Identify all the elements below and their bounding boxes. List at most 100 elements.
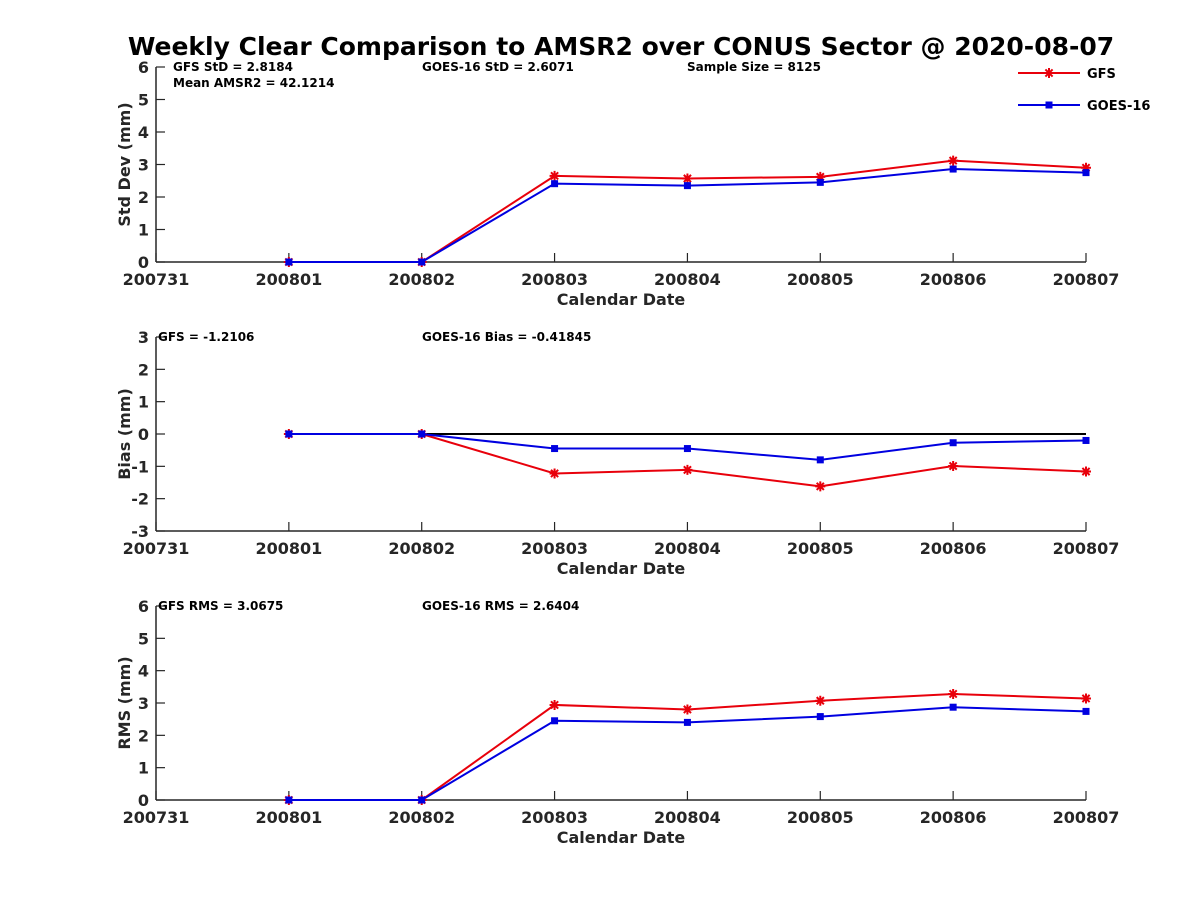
y-tick-label: 3 [138,156,149,175]
x-tick-label: 200803 [521,270,588,289]
stat-annotation: GOES-16 StD = 2.6071 [422,60,574,74]
y-tick-label: 6 [138,597,149,616]
x-tick-label: 200801 [255,808,322,827]
data-point-gfs [948,155,959,166]
data-point-gfs [549,170,560,181]
data-point-goes-16 [816,713,824,721]
data-point-gfs [948,461,959,472]
y-tick-label: 1 [138,759,149,778]
y-axis-label: RMS (mm) [115,656,134,749]
legend-goes-marker [1045,101,1053,109]
y-tick-label: 2 [138,726,149,745]
x-tick-label: 200803 [521,808,588,827]
y-axis-label: Std Dev (mm) [115,102,134,226]
data-point-goes-16 [285,258,293,266]
data-point-goes-16 [1082,707,1090,715]
x-tick-label: 200806 [920,808,987,827]
data-point-gfs [549,468,560,479]
legend-goes-label: GOES-16 [1087,99,1150,114]
data-point-goes-16 [949,439,957,447]
data-point-gfs [682,704,693,715]
y-tick-label: 1 [138,221,149,240]
panel-bias: 200731 200801 200802 200803 200804 200805 2008… [115,328,1119,578]
x-tick-label: 200803 [521,539,588,558]
stat-annotation: GFS = -1.2106 [158,330,254,344]
panel-std: 200731 200801 200802 200803 200804 200805 2008… [115,58,1119,309]
x-tick-label: 200801 [255,539,322,558]
y-tick-label: 6 [138,58,149,77]
x-tick-label: 200804 [654,539,721,558]
data-point-goes-16 [551,717,559,725]
y-tick-label: 0 [138,425,149,444]
y-tick-label: 2 [138,360,149,379]
x-tick-label: 200801 [255,270,322,289]
x-tick-label: 200731 [123,270,190,289]
data-point-gfs [948,688,959,699]
data-point-goes-16 [418,796,426,804]
x-tick-label: 200731 [123,539,190,558]
panel-rms: 200731 200801 200802 200803 200804 200805 2008… [115,597,1119,847]
stat-annotation: GFS StD = 2.8184 [173,60,293,74]
y-tick-label: -1 [131,457,149,476]
data-point-gfs [815,171,826,182]
x-tick-label: 200806 [920,539,987,558]
stat-annotation: GOES-16 RMS = 2.6404 [422,599,579,613]
stat-annotation: GOES-16 Bias = -0.41845 [422,330,591,344]
data-point-gfs [682,464,693,475]
data-point-gfs [549,699,560,710]
data-point-gfs [815,481,826,492]
x-tick-label: 200807 [1053,270,1120,289]
y-tick-label: 4 [138,123,149,142]
data-point-goes-16 [285,430,293,438]
y-tick-label: -2 [131,490,149,509]
x-tick-label: 200802 [388,270,455,289]
x-axis-label: Calendar Date [557,559,686,578]
data-point-goes-16 [1082,436,1090,444]
data-point-goes-16 [816,456,824,464]
data-point-gfs [1081,466,1091,477]
y-tick-label: 0 [138,253,149,272]
chart-title: Weekly Clear Comparison to AMSR2 over CO… [128,32,1114,61]
data-point-goes-16 [816,178,824,186]
legend: GFS GOES-16 [1018,67,1150,114]
data-point-goes-16 [683,445,691,453]
data-point-goes-16 [285,796,293,804]
x-tick-label: 200802 [388,539,455,558]
y-tick-label: 3 [138,694,149,713]
x-tick-label: 200806 [920,270,987,289]
stat-annotation: Mean AMSR2 = 42.1214 [173,76,334,90]
data-point-gfs [1081,693,1091,704]
y-tick-label: 5 [138,91,149,110]
x-axis-label: Calendar Date [557,828,686,847]
y-tick-label: 1 [138,393,149,412]
data-point-goes-16 [949,165,957,173]
y-tick-label: 5 [138,629,149,648]
x-tick-label: 200804 [654,270,721,289]
y-tick-label: 3 [138,328,149,347]
data-point-goes-16 [551,180,559,188]
x-axis-label: Calendar Date [557,290,686,309]
data-point-gfs [1081,162,1091,173]
data-point-goes-16 [949,703,957,711]
data-point-goes-16 [551,445,559,453]
x-tick-label: 200807 [1053,808,1120,827]
legend-gfs-marker [1044,68,1054,78]
stat-annotation: Sample Size = 8125 [687,60,821,74]
x-tick-label: 200807 [1053,539,1120,558]
y-axis-label: Bias (mm) [115,388,134,480]
stat-annotation: GFS RMS = 3.0675 [158,599,283,613]
x-tick-label: 200804 [654,808,721,827]
x-tick-label: 200805 [787,539,854,558]
data-point-goes-16 [418,430,426,438]
x-tick-label: 200731 [123,808,190,827]
y-tick-label: -3 [131,522,149,541]
x-tick-label: 200805 [787,270,854,289]
y-tick-label: 0 [138,791,149,810]
data-point-goes-16 [418,258,426,266]
data-point-goes-16 [683,182,691,190]
legend-gfs-label: GFS [1087,67,1116,82]
data-point-goes-16 [1082,169,1090,177]
x-tick-label: 200805 [787,808,854,827]
data-point-goes-16 [683,718,691,726]
